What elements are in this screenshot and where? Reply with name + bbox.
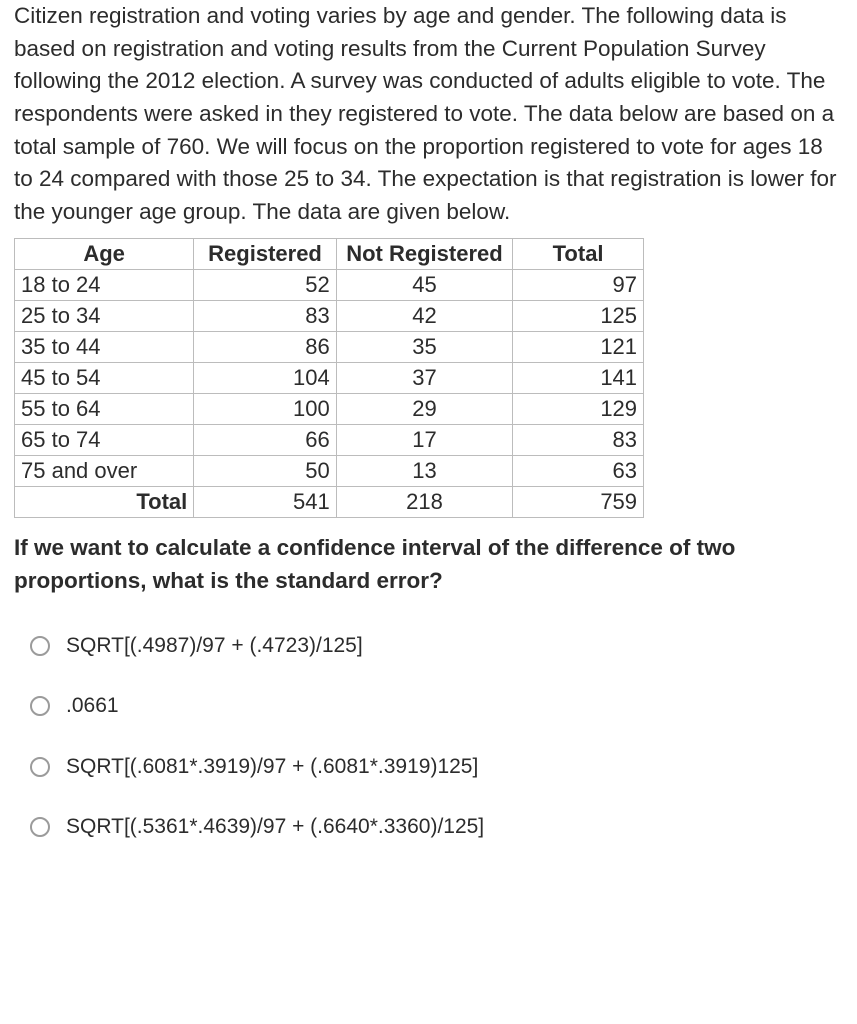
cell-total: 141 xyxy=(513,363,644,394)
cell-age: 65 to 74 xyxy=(15,425,194,456)
cell-age: 45 to 54 xyxy=(15,363,194,394)
cell-registered: 104 xyxy=(194,363,336,394)
cell-age: 75 and over xyxy=(15,456,194,487)
table-row: 55 to 64 100 29 129 xyxy=(15,394,644,425)
cell-total: 83 xyxy=(513,425,644,456)
answer-options: SQRT[(.4987)/97 + (.4723)/125] .0661 SQR… xyxy=(14,616,843,858)
radio-icon xyxy=(30,636,50,656)
header-registered: Registered xyxy=(194,239,336,270)
cell-registered: 100 xyxy=(194,394,336,425)
answer-option-label: SQRT[(.4987)/97 + (.4723)/125] xyxy=(66,631,363,661)
cell-not-registered: 17 xyxy=(336,425,512,456)
cell-not-registered: 37 xyxy=(336,363,512,394)
cell-not-registered: 35 xyxy=(336,332,512,363)
cell-total: 63 xyxy=(513,456,644,487)
cell-age: 35 to 44 xyxy=(15,332,194,363)
table-header-row: Age Registered Not Registered Total xyxy=(15,239,644,270)
answer-option-label: SQRT[(.6081*.3919)/97 + (.6081*.3919)125… xyxy=(66,752,478,782)
cell-total: 97 xyxy=(513,270,644,301)
cell-age: 25 to 34 xyxy=(15,301,194,332)
cell-total-label: Total xyxy=(15,487,194,518)
cell-total: 125 xyxy=(513,301,644,332)
table-row: 25 to 34 83 42 125 xyxy=(15,301,644,332)
radio-icon xyxy=(30,757,50,777)
cell-registered: 86 xyxy=(194,332,336,363)
radio-icon xyxy=(30,817,50,837)
answer-option[interactable]: SQRT[(.6081*.3919)/97 + (.6081*.3919)125… xyxy=(14,737,843,797)
header-age: Age xyxy=(15,239,194,270)
answer-option[interactable]: .0661 xyxy=(14,676,843,736)
table-total-row: Total 541 218 759 xyxy=(15,487,644,518)
cell-total-not-registered: 218 xyxy=(336,487,512,518)
radio-icon xyxy=(30,696,50,716)
cell-registered: 66 xyxy=(194,425,336,456)
answer-option-label: SQRT[(.5361*.4639)/97 + (.6640*.3360)/12… xyxy=(66,812,484,842)
cell-age: 55 to 64 xyxy=(15,394,194,425)
cell-total-registered: 541 xyxy=(194,487,336,518)
cell-registered: 83 xyxy=(194,301,336,332)
cell-age: 18 to 24 xyxy=(15,270,194,301)
cell-registered: 52 xyxy=(194,270,336,301)
header-total: Total xyxy=(513,239,644,270)
table-row: 45 to 54 104 37 141 xyxy=(15,363,644,394)
table-row: 18 to 24 52 45 97 xyxy=(15,270,644,301)
question-intro: Citizen registration and voting varies b… xyxy=(14,0,843,228)
cell-not-registered: 13 xyxy=(336,456,512,487)
cell-registered: 50 xyxy=(194,456,336,487)
table-row: 35 to 44 86 35 121 xyxy=(15,332,644,363)
question-prompt: If we want to calculate a confidence int… xyxy=(14,532,843,597)
cell-not-registered: 42 xyxy=(336,301,512,332)
cell-total: 129 xyxy=(513,394,644,425)
answer-option-label: .0661 xyxy=(66,691,119,721)
table-row: 65 to 74 66 17 83 xyxy=(15,425,644,456)
table-row: 75 and over 50 13 63 xyxy=(15,456,644,487)
answer-option[interactable]: SQRT[(.4987)/97 + (.4723)/125] xyxy=(14,616,843,676)
cell-not-registered: 45 xyxy=(336,270,512,301)
answer-option[interactable]: SQRT[(.5361*.4639)/97 + (.6640*.3360)/12… xyxy=(14,797,843,857)
registration-table: Age Registered Not Registered Total 18 t… xyxy=(14,238,644,518)
cell-not-registered: 29 xyxy=(336,394,512,425)
cell-total-total: 759 xyxy=(513,487,644,518)
header-not-registered: Not Registered xyxy=(336,239,512,270)
cell-total: 121 xyxy=(513,332,644,363)
